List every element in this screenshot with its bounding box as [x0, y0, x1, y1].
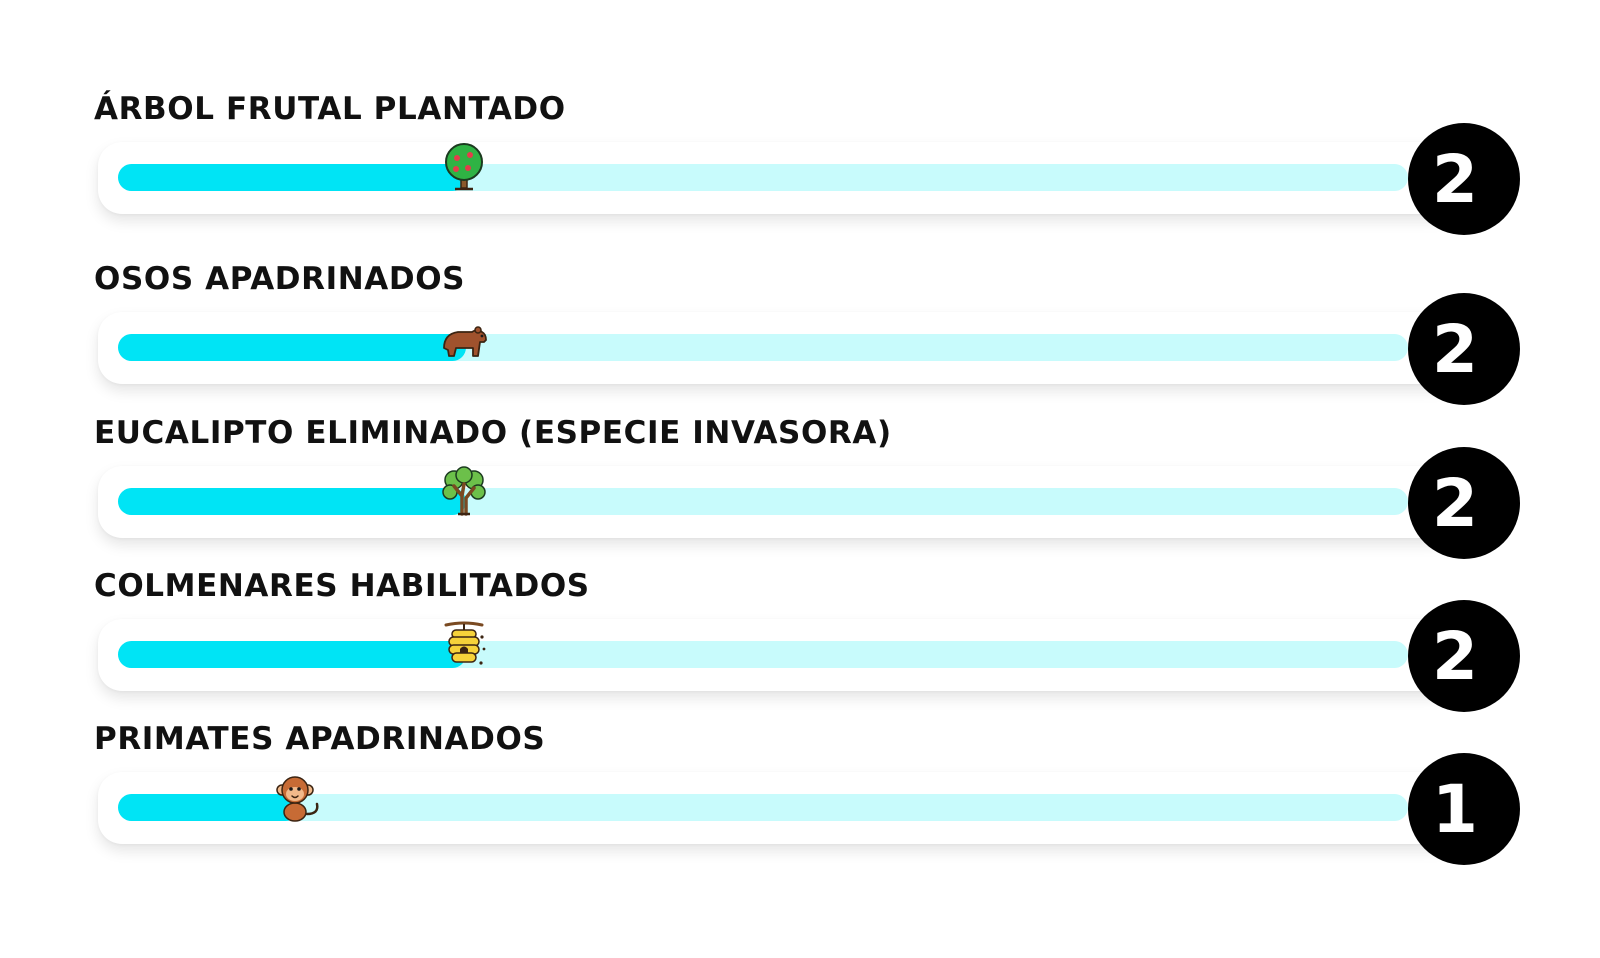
metric-label: COLMENARES HABILITADOS — [94, 568, 590, 604]
metric-label: OSOS APADRINADOS — [94, 261, 466, 297]
progress-card — [98, 619, 1458, 691]
beehive-icon — [440, 619, 488, 671]
metric-label: ÁRBOL FRUTAL PLANTADO — [94, 91, 566, 127]
progress-fill — [118, 641, 467, 668]
progress-track — [118, 621, 1408, 668]
count-value: 2 — [1432, 310, 1478, 388]
count-badge: 2 — [1408, 123, 1520, 235]
count-value: 1 — [1432, 770, 1478, 848]
progress-fill — [118, 164, 467, 191]
progress-track — [118, 776, 1408, 822]
progress-track — [118, 466, 1408, 516]
metric-row-eucalyptus: EUCALIPTO ELIMINADO (ESPECIE INVASORA) 2 — [0, 414, 1600, 564]
count-badge: 1 — [1408, 753, 1520, 865]
count-value: 2 — [1432, 617, 1478, 695]
count-badge: 2 — [1408, 293, 1520, 405]
eucalyptus-tree-icon — [440, 466, 488, 518]
metric-row-fruit-tree: ÁRBOL FRUTAL PLANTADO 2 — [0, 90, 1600, 240]
metric-label: PRIMATES APADRINADOS — [94, 721, 546, 757]
progress-card — [98, 466, 1458, 538]
progress-card — [98, 142, 1458, 214]
metric-label: EUCALIPTO ELIMINADO (ESPECIE INVASORA) — [94, 415, 892, 451]
metric-row-primates: PRIMATES APADRINADOS 1 — [0, 720, 1600, 870]
count-value: 2 — [1432, 464, 1478, 542]
count-value: 2 — [1432, 140, 1478, 218]
progress-card — [98, 772, 1458, 844]
progress-fill — [118, 334, 467, 361]
progress-track — [118, 143, 1408, 191]
count-badge: 2 — [1408, 447, 1520, 559]
progress-track — [118, 326, 1408, 361]
metric-row-beehives: COLMENARES HABILITADOS 2 — [0, 567, 1600, 717]
metric-row-bears: OSOS APADRINADOS 2 — [0, 260, 1600, 410]
bear-icon — [440, 312, 488, 364]
count-badge: 2 — [1408, 600, 1520, 712]
progress-card — [98, 312, 1458, 384]
progress-fill — [118, 794, 299, 821]
progress-fill — [118, 488, 467, 515]
fruit-tree-icon — [440, 142, 488, 194]
monkey-icon — [273, 772, 321, 824]
